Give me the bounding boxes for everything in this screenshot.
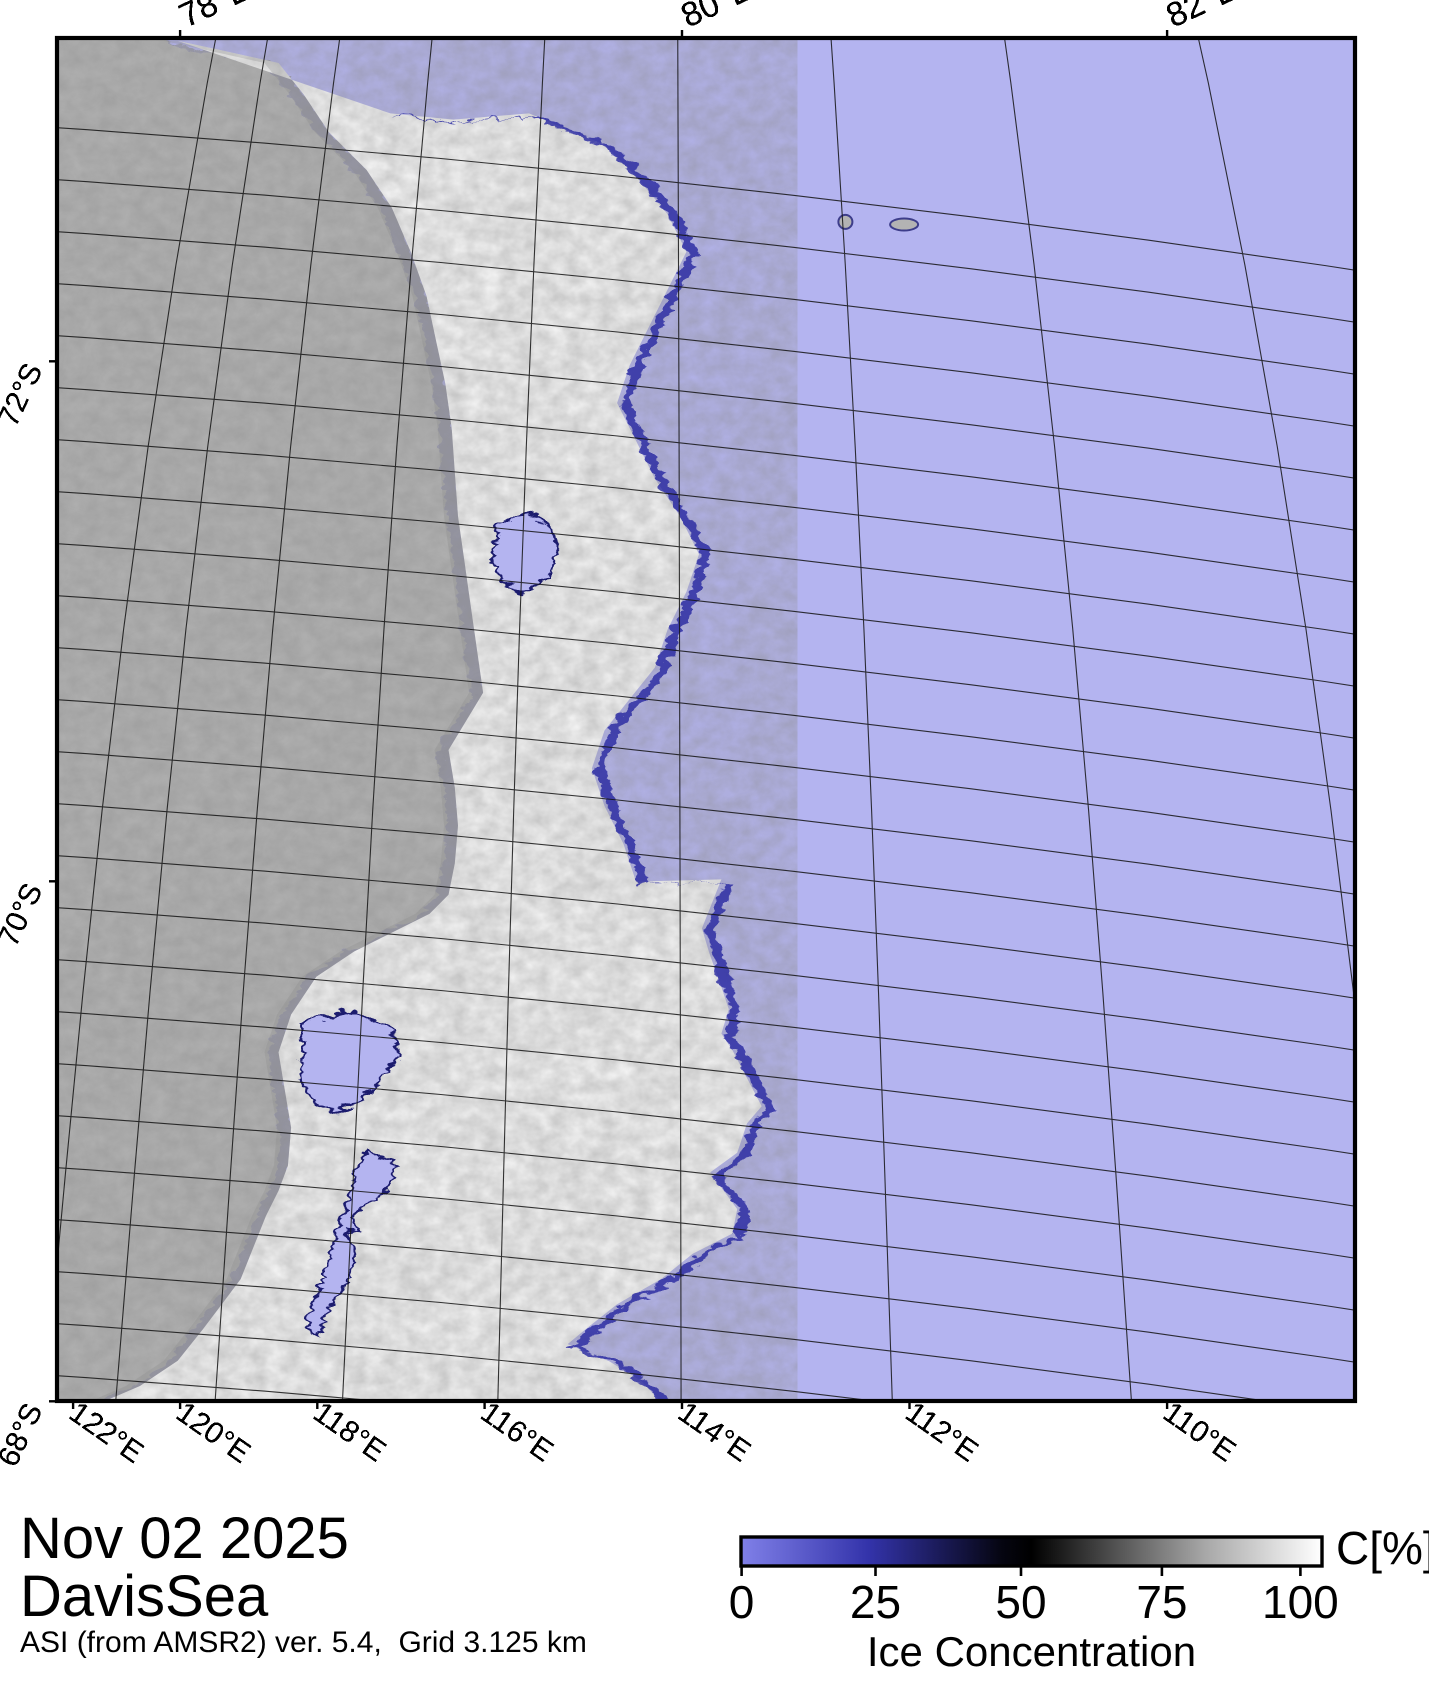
svg-text:Ice Concentration: Ice Concentration [867, 1628, 1196, 1675]
svg-text:75: 75 [1136, 1576, 1187, 1628]
svg-text:0: 0 [729, 1576, 755, 1628]
svg-text:C[%]: C[%] [1336, 1522, 1429, 1574]
svg-text:Nov 02 2025: Nov 02 2025 [20, 1506, 349, 1571]
svg-text:DavisSea: DavisSea [20, 1564, 269, 1629]
svg-text:ASI (from AMSR2) ver. 5.4, Gr: ASI (from AMSR2) ver. 5.4, Grid 3.125 km [20, 1626, 587, 1659]
svg-text:100: 100 [1262, 1576, 1339, 1628]
svg-text:50: 50 [995, 1576, 1046, 1628]
svg-text:25: 25 [850, 1576, 901, 1628]
